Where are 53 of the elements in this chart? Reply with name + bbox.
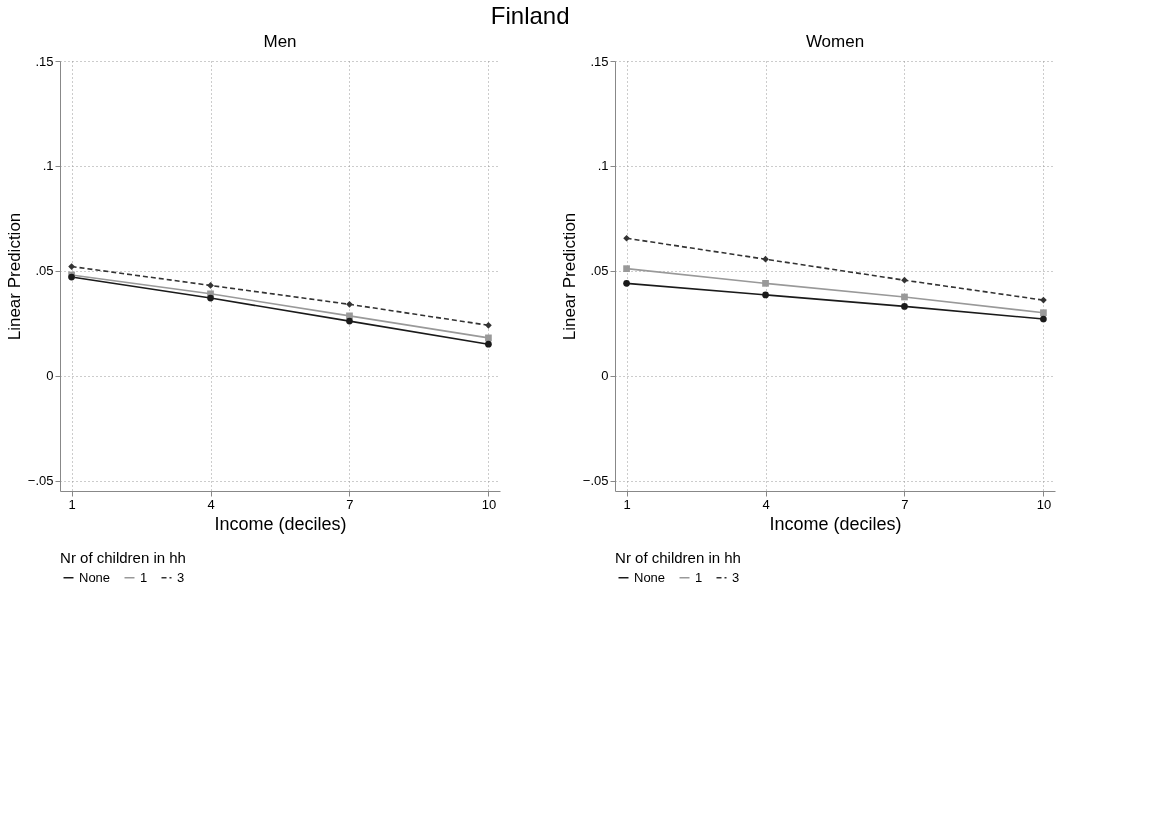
y-tick-label: −.05 xyxy=(582,473,609,489)
point xyxy=(623,279,630,287)
y-tick-label: .05 xyxy=(35,263,54,279)
y-tick-label: 0 xyxy=(601,368,609,384)
x-tick-label: 4 xyxy=(762,496,770,512)
legend-title: Nr of children in hh xyxy=(60,549,186,566)
legend-label: None xyxy=(634,569,666,585)
point xyxy=(1040,309,1047,317)
chart-title: Men xyxy=(263,32,297,51)
legend-label: 3 xyxy=(732,569,740,585)
text: Finland xyxy=(490,2,570,29)
x-axis-title: Income (deciles) xyxy=(214,513,347,534)
x-tick-label: 1 xyxy=(623,496,631,512)
point xyxy=(762,291,769,299)
point xyxy=(68,263,75,270)
point xyxy=(762,255,769,263)
y-tick-label: .1 xyxy=(597,158,609,174)
point xyxy=(207,294,214,302)
point xyxy=(762,279,769,287)
legend-label: 1 xyxy=(140,569,148,585)
legend-label: 3 xyxy=(177,569,185,585)
point xyxy=(346,317,353,325)
y-axis-title: Linear Prediction xyxy=(4,212,24,341)
point xyxy=(623,234,630,242)
point xyxy=(901,293,908,301)
legend-label: 1 xyxy=(695,569,703,585)
y-axis-title: Linear Prediction xyxy=(559,212,579,341)
legend-label: None xyxy=(79,569,111,585)
y-tick-label: .05 xyxy=(590,263,609,279)
y-tick-label: −.05 xyxy=(27,473,54,489)
legend-title: Nr of children in hh xyxy=(615,549,741,566)
point xyxy=(1040,296,1047,304)
point xyxy=(1040,315,1047,323)
y-tick-label: 0 xyxy=(46,368,54,384)
point xyxy=(623,265,630,273)
y-tick-label: .15 xyxy=(35,53,54,69)
x-tick-label: 10 xyxy=(481,496,497,512)
x-tick-label: 4 xyxy=(207,496,215,512)
point xyxy=(485,321,492,329)
point xyxy=(485,334,492,342)
point xyxy=(485,340,492,348)
x-tick-label: 7 xyxy=(346,496,354,512)
point xyxy=(207,282,214,289)
x-tick-label: 7 xyxy=(901,496,909,512)
y-tick-label: .15 xyxy=(590,53,609,69)
x-tick-label: 1 xyxy=(68,496,76,512)
point xyxy=(901,276,908,284)
y-tick-label: .1 xyxy=(42,158,54,174)
x-axis-title: Income (deciles) xyxy=(769,513,902,534)
x-tick-label: 10 xyxy=(1036,496,1052,512)
point xyxy=(346,300,353,308)
point xyxy=(901,303,908,310)
chart-title: Women xyxy=(805,32,865,51)
